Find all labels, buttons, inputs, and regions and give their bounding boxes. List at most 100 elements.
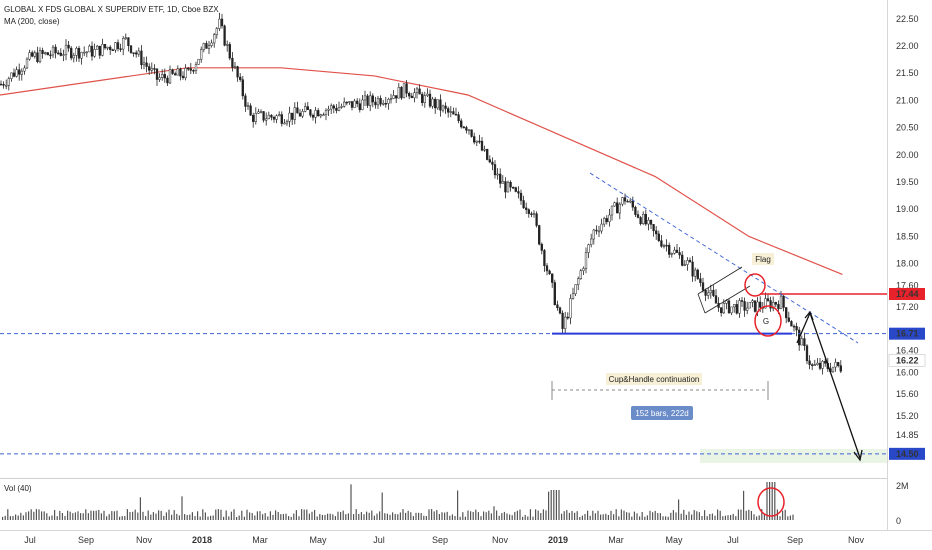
candle: [772, 296, 775, 312]
candle: [93, 43, 96, 58]
volume-bar: [410, 512, 412, 520]
volume-bar: [636, 513, 638, 520]
candle: [98, 45, 101, 59]
volume-bar: [714, 515, 716, 520]
candle: [174, 71, 177, 76]
candle: [574, 284, 577, 297]
plot-area[interactable]: [0, 0, 887, 478]
candle: [639, 216, 642, 226]
candle: [306, 101, 309, 110]
volume-bar: [282, 514, 284, 520]
volume-bar: [711, 513, 713, 520]
candle: [187, 66, 190, 72]
candle: [25, 57, 29, 70]
volume-tick-label: 2M: [896, 481, 909, 491]
volume-bar: [581, 515, 583, 520]
volume-bar: [503, 511, 505, 520]
volume-bar: [38, 509, 40, 520]
candle: [291, 112, 294, 125]
volume-bar: [782, 510, 784, 520]
candle: [7, 76, 10, 91]
volume-bar: [342, 510, 344, 520]
volume-bar: [771, 482, 773, 520]
candle: [714, 289, 718, 304]
candle: [548, 269, 551, 275]
candle: [587, 243, 590, 259]
volume-bar: [145, 516, 147, 520]
time-axis[interactable]: Jul Sep Nov 2018 Mar May Jul Sep Nov 2019 Mar May Ju…: [24, 535, 864, 545]
candle: [132, 52, 135, 57]
candle: [462, 125, 465, 129]
candle: [465, 125, 468, 134]
y-tick-label: 16.00: [896, 367, 919, 377]
x-tick-label: Jul: [373, 535, 385, 545]
candle: [766, 293, 770, 302]
candle: [740, 297, 744, 307]
candle: [239, 73, 242, 82]
volume-bar: [589, 515, 591, 520]
candle: [395, 95, 398, 104]
descending-trendline[interactable]: [589, 172, 859, 344]
candle: [532, 210, 536, 218]
candle: [473, 132, 476, 145]
candle: [753, 300, 757, 313]
volume-bar: [379, 511, 381, 520]
candle: [423, 91, 426, 108]
candle: [241, 76, 244, 100]
volume-tick-label: 0: [896, 516, 901, 526]
x-tick-label: Jul: [24, 535, 36, 545]
candle: [691, 256, 694, 282]
candle: [444, 102, 447, 114]
candle: [324, 108, 328, 121]
candle: [733, 304, 736, 313]
volume-bar: [210, 515, 212, 520]
candle: [158, 73, 161, 83]
volume-bar: [605, 513, 607, 520]
volume-bar: [9, 516, 11, 520]
candle: [319, 113, 322, 119]
volume-bar: [626, 512, 628, 520]
volume-bar: [641, 512, 643, 520]
volume-bar: [693, 510, 695, 520]
candle: [179, 67, 182, 81]
price-axis[interactable]: 22.50 22.00 21.50 21.00 20.50 20.00 19.50 19.00…: [896, 14, 919, 440]
volume-bar: [532, 516, 534, 520]
volume-bar: [142, 511, 144, 520]
candle: [434, 97, 437, 114]
candle: [491, 157, 494, 171]
candle: [535, 211, 538, 228]
volume-bar: [509, 514, 511, 520]
candle: [496, 168, 499, 180]
volume-bar: [758, 515, 760, 520]
candle: [538, 224, 541, 246]
candle: [431, 96, 434, 109]
volume-bar: [371, 510, 373, 520]
volume-bar: [129, 512, 131, 520]
candle: [837, 361, 840, 368]
volume-bar: [490, 513, 492, 520]
candle: [655, 226, 658, 240]
y-tick-label: 22.00: [896, 41, 919, 51]
volume-bar: [571, 510, 573, 520]
candle: [262, 111, 265, 123]
candle: [553, 279, 556, 306]
candle: [389, 93, 393, 104]
volume-bar: [51, 515, 53, 520]
candle: [267, 111, 270, 120]
volume-bar: [280, 514, 282, 520]
candle: [785, 307, 788, 324]
candle: [200, 46, 203, 63]
candle: [210, 39, 213, 48]
candle: [10, 72, 13, 82]
volume-bar: [124, 516, 126, 520]
candle: [379, 95, 382, 107]
volume-bar: [516, 510, 518, 520]
volume-bar: [93, 510, 95, 520]
candle: [194, 61, 198, 75]
flag-label: Flag: [755, 255, 771, 264]
candle: [49, 50, 52, 60]
volume-bar: [652, 512, 654, 520]
volume-bar: [366, 511, 368, 520]
candle: [129, 45, 133, 54]
